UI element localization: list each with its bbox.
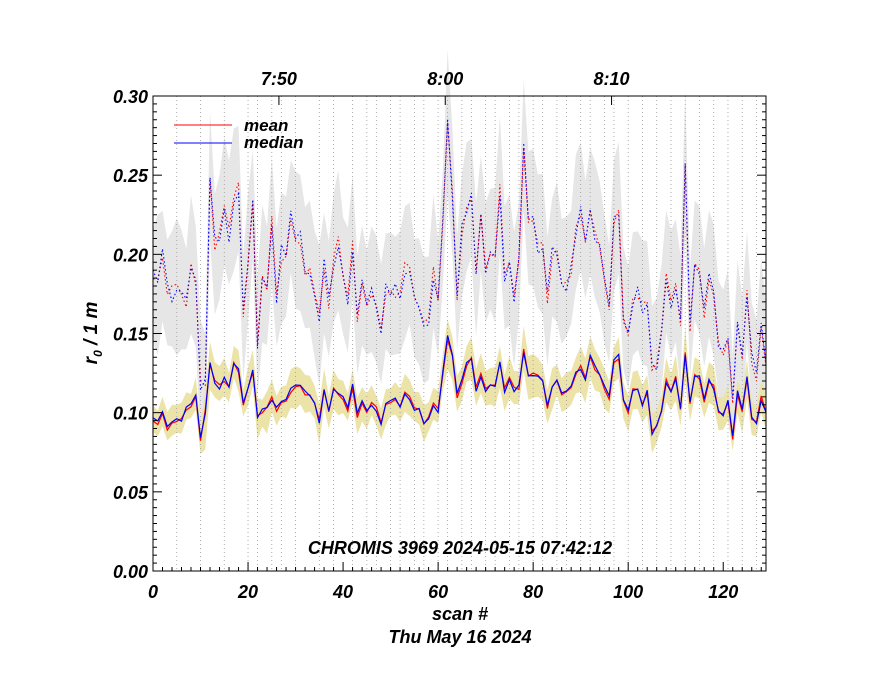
x-tick-label: 0 [148,582,158,602]
y-axis-label-unit: / 1 m [81,302,102,351]
time-tick-label: 8:00 [427,69,463,89]
y-tick-label: 0.20 [113,245,148,265]
series-lines [152,118,767,441]
y-tick-label: 0.30 [113,87,148,107]
x-axis-label: scan # [432,604,488,624]
y-axis-label-subscript: 0 [91,350,105,357]
median-line [152,335,767,438]
legend-median-label: median [244,133,304,152]
y-tick-label: 0.10 [113,404,148,424]
y-axis-label: r0 / 1 m [81,302,105,365]
legend: mean median [174,116,304,152]
axis-ticks [152,95,766,572]
y-tick-label: 0.00 [113,562,148,582]
y-axis-label-r: r [81,355,102,364]
chart-title: CHROMIS 3969 2024-05-15 07:42:12 [308,538,612,558]
time-tick-label: 8:10 [594,69,630,89]
band-upper [153,49,766,445]
y-tick-label: 0.15 [113,325,149,345]
date-subtitle: Thu May 16 2024 [388,627,531,647]
x-tick-label: 120 [708,582,738,602]
x-tick-label: 60 [428,582,448,602]
x-tick-label: 20 [237,582,258,602]
tick-labels: 0 20 40 60 80 100 120 0.00 0.05 0.10 0.15 0.20 0.25 0… [113,69,738,602]
legend-mean-label: mean [244,116,288,135]
time-tick-label: 7:50 [261,69,297,89]
x-tick-label: 40 [332,582,353,602]
y-tick-label: 0.25 [113,166,149,186]
x-tick-label: 100 [613,582,643,602]
median-upper-dotted-line [152,118,767,399]
y-tick-label: 0.05 [113,483,149,503]
svg-text:r0 / 1 m: r0 / 1 m [81,302,105,365]
x-tick-label: 80 [523,582,543,602]
